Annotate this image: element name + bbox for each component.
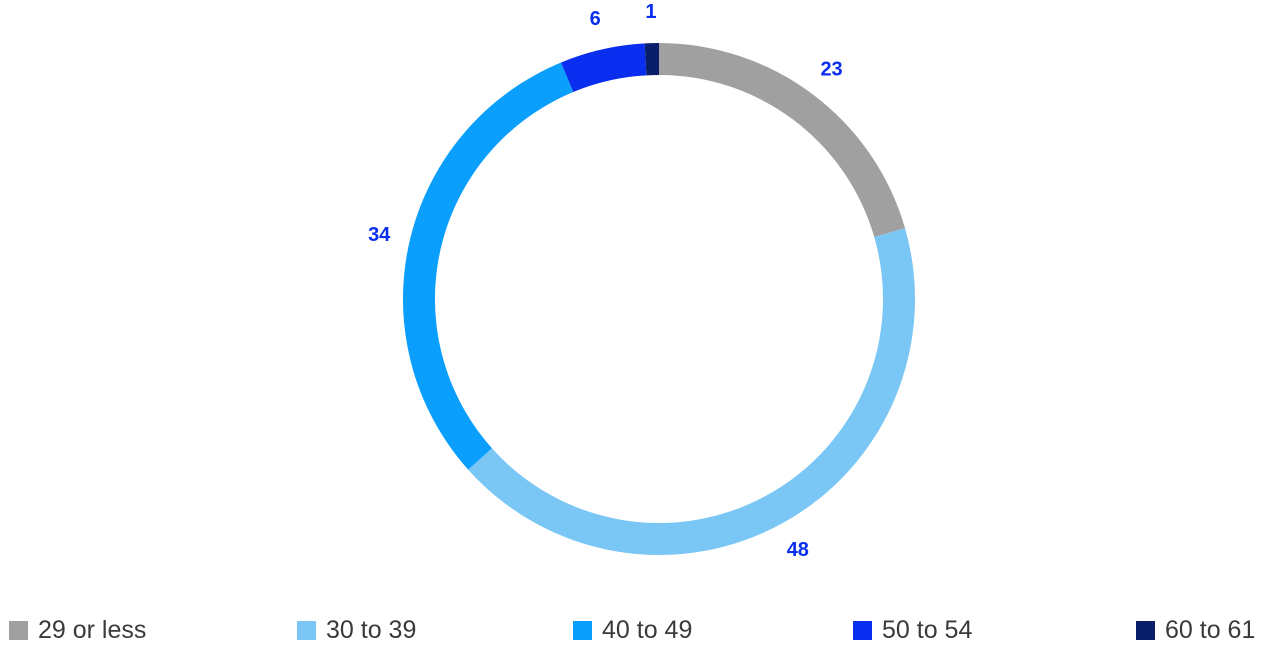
donut-chart-svg: 23 48 34 6 1 [368, 1, 915, 561]
legend-label: 50 to 54 [882, 615, 973, 644]
legend-label: 40 to 49 [602, 615, 693, 644]
legend-swatch [9, 620, 28, 640]
data-label-40-to-49: 34 [368, 224, 391, 246]
legend-label: 29 or less [38, 615, 147, 644]
data-label-50-to-54: 6 [590, 8, 601, 30]
legend-swatch [573, 620, 592, 640]
data-label-30-to-39: 48 [787, 539, 809, 561]
slices-group [403, 43, 915, 555]
legend-label: 60 to 61 [1165, 615, 1256, 644]
legend-item-29-or-less: 29 or less [9, 616, 146, 644]
legend-swatch [297, 620, 316, 640]
slice-50-to-54 [561, 43, 647, 93]
slice-40-to-49 [403, 62, 574, 470]
legend-label: 30 to 39 [326, 615, 417, 644]
slice-29-or-less [659, 43, 905, 237]
data-label-60-to-61: 1 [645, 1, 656, 23]
slice-30-to-39 [468, 228, 915, 555]
legend-swatch [1136, 620, 1155, 640]
slice-60-to-61 [644, 43, 659, 76]
legend: 29 or less 30 to 39 40 to 49 50 to 54 60 to … [0, 616, 1280, 644]
legend-item-60-to-61: 60 to 61 [1136, 616, 1255, 644]
legend-item-50-to-54: 50 to 54 [853, 616, 972, 644]
legend-swatch [853, 620, 872, 640]
data-label-29-or-less: 23 [820, 59, 842, 81]
legend-item-40-to-49: 40 to 49 [573, 616, 692, 644]
legend-item-30-to-39: 30 to 39 [297, 616, 416, 644]
data-labels-group: 23 48 34 6 1 [368, 1, 843, 561]
